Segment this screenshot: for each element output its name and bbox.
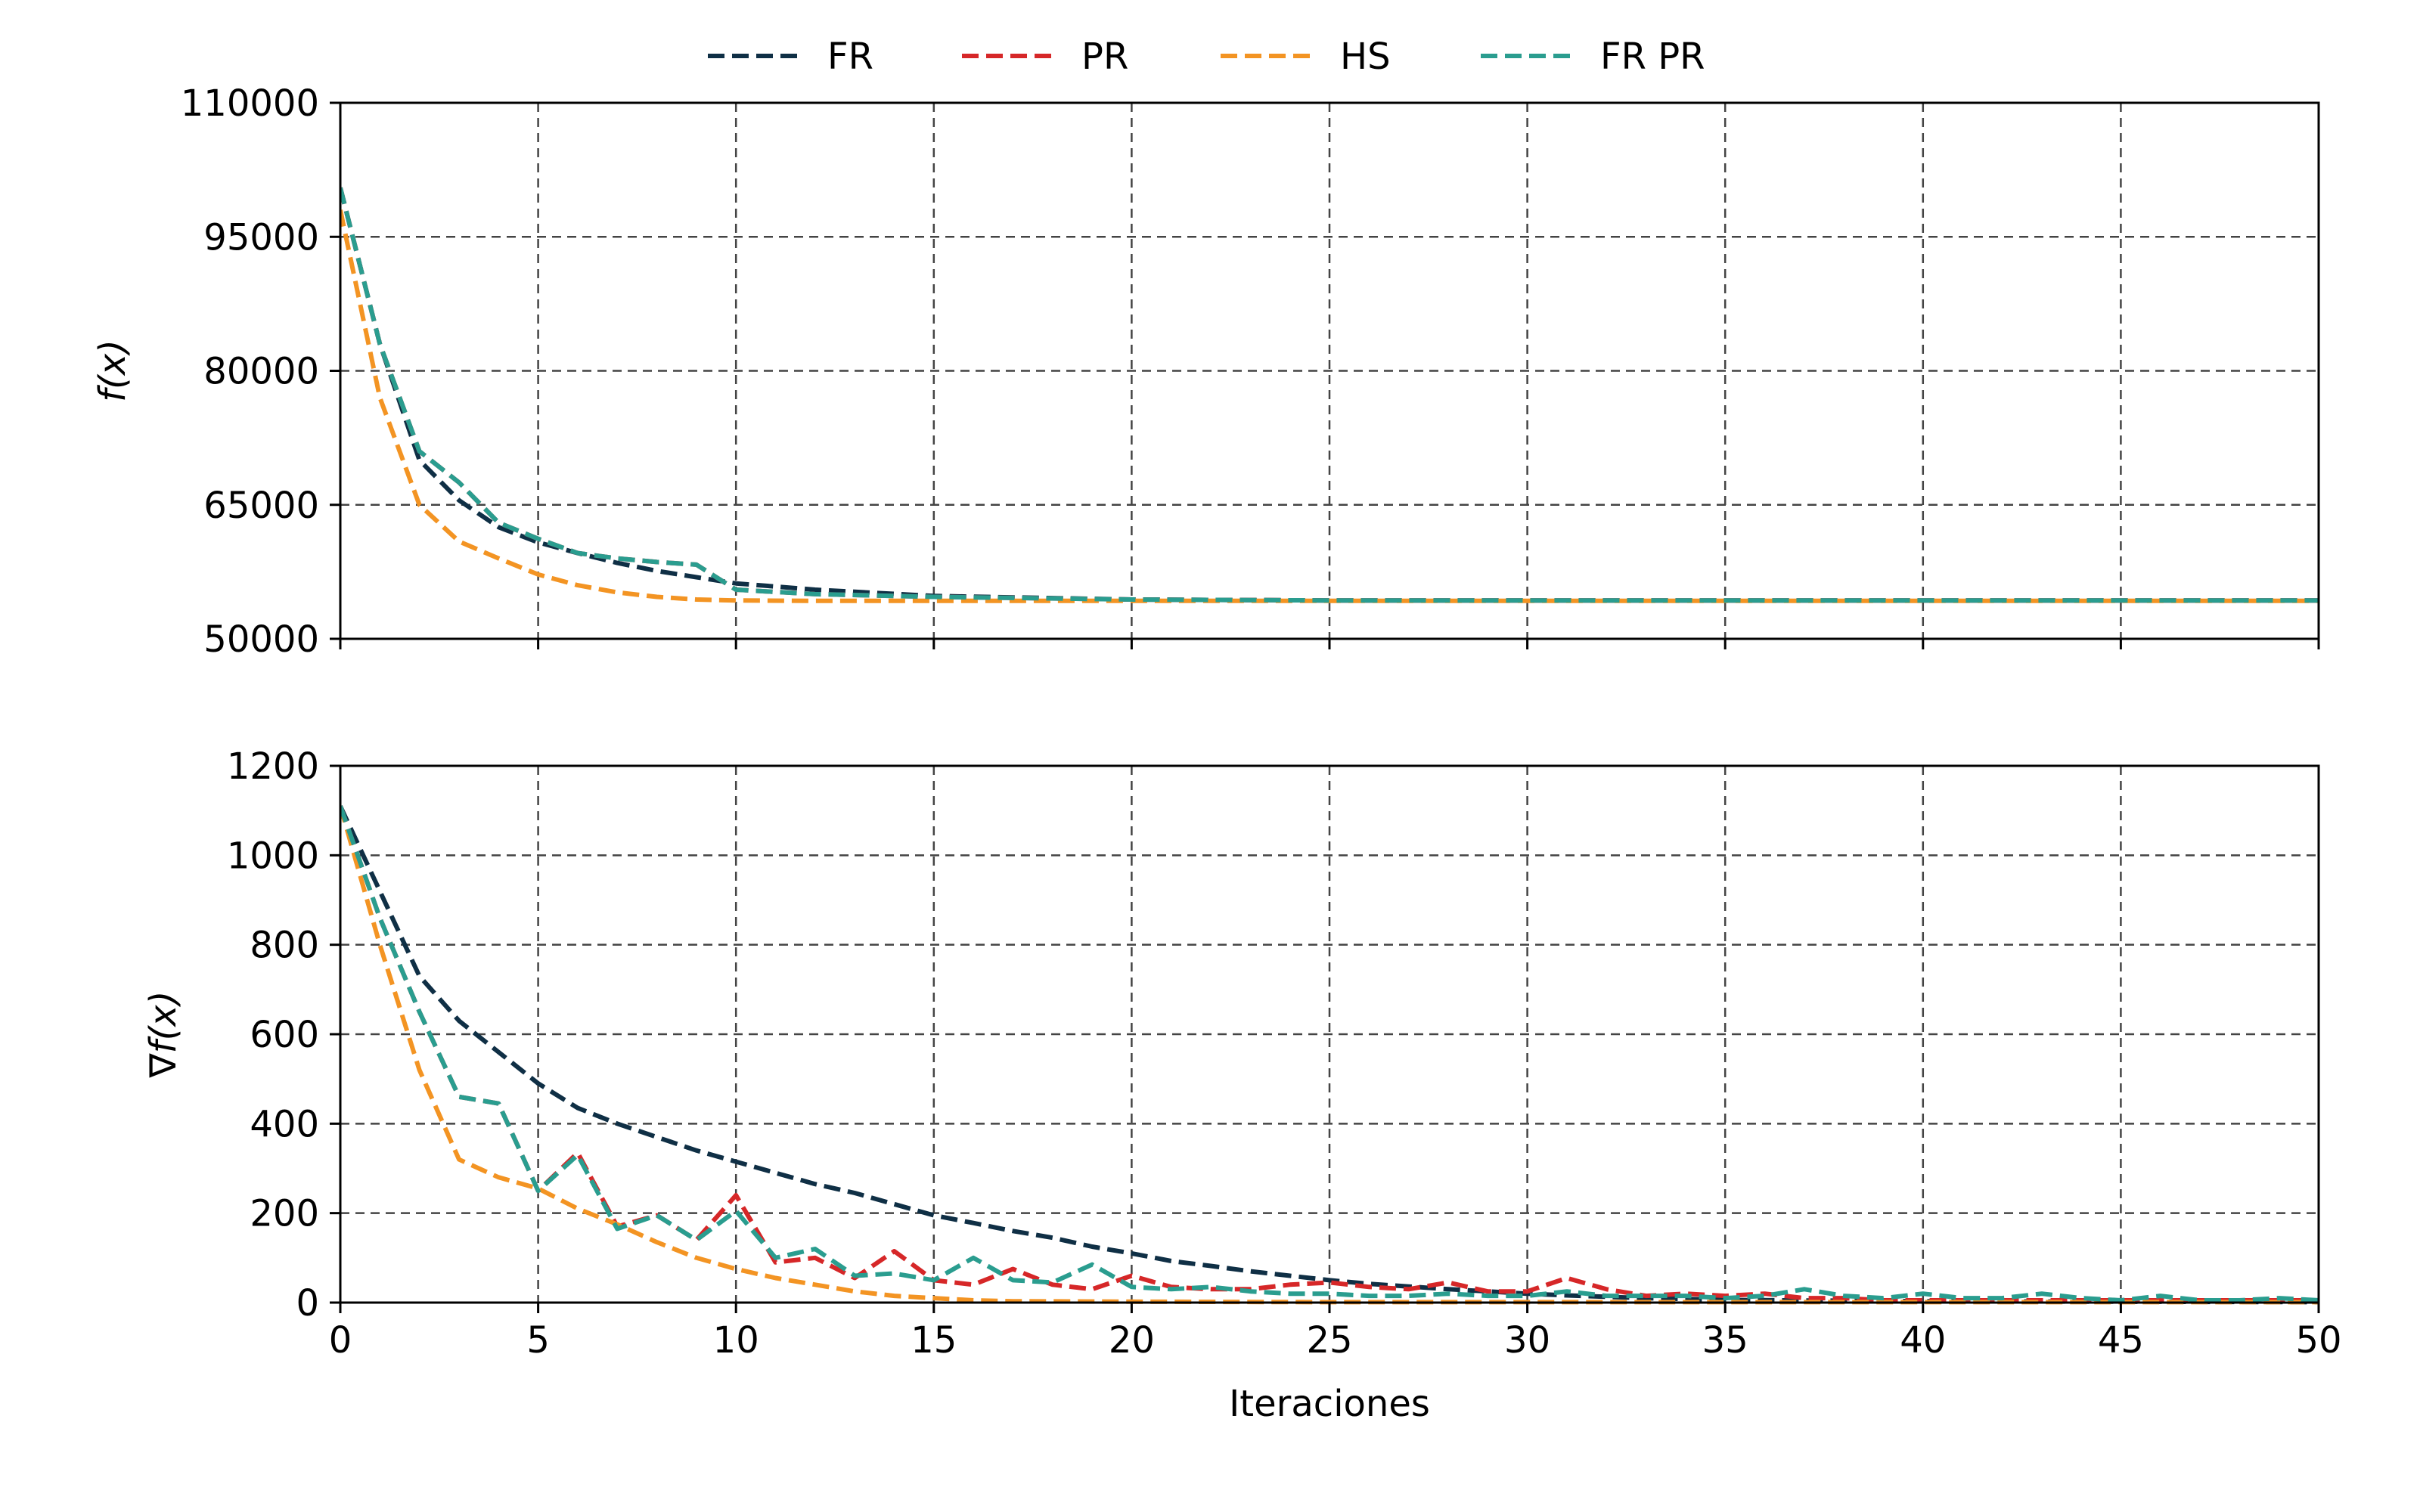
series-line-fr-pr xyxy=(340,805,2319,1303)
legend-label: PR xyxy=(1081,36,1128,78)
series-line-fr-pr xyxy=(340,187,2319,603)
x-tick-label: 35 xyxy=(1702,1319,1748,1362)
y-tick-label: 0 xyxy=(296,1282,319,1325)
y-tick-label: 200 xyxy=(250,1193,319,1235)
y-tick-label: 1000 xyxy=(227,835,319,877)
legend: FR PR HS FR PR xyxy=(708,36,1705,78)
chart-grad-fx: 0 5 10 15 20 25 30 35 40 45 50 0 200 400 600 800 1000 120… xyxy=(142,745,2342,1425)
y-axis-label: ∇f(x) xyxy=(142,991,185,1079)
series-line-pr xyxy=(340,805,2319,1303)
series-line-hs xyxy=(340,805,2319,1305)
y-tick-label: 1200 xyxy=(227,745,319,788)
x-tick-label: 5 xyxy=(526,1319,550,1362)
y-tick-label: 600 xyxy=(250,1014,319,1056)
x-tick-label: 20 xyxy=(1109,1319,1155,1362)
y-axis-label: f(x) xyxy=(92,339,134,402)
y-tick-label: 800 xyxy=(250,925,319,967)
y-tick-label: 110000 xyxy=(181,82,319,125)
x-tick-label: 40 xyxy=(1900,1319,1946,1362)
x-tick-label: 45 xyxy=(2098,1319,2144,1362)
x-axis-label: Iteraciones xyxy=(1229,1383,1430,1425)
x-tick-label: 50 xyxy=(2295,1319,2341,1362)
y-tick-label: 400 xyxy=(250,1103,319,1145)
y-tick-label: 95000 xyxy=(203,216,319,259)
y-tick-label: 80000 xyxy=(203,351,319,393)
legend-label: FR xyxy=(827,36,873,78)
y-tick-label: 50000 xyxy=(203,618,319,661)
x-tick-label: 30 xyxy=(1504,1319,1550,1362)
x-tick-label: 25 xyxy=(1306,1319,1352,1362)
x-tick-label: 15 xyxy=(911,1319,957,1362)
x-tick-label: 0 xyxy=(329,1319,352,1362)
series-line-hs xyxy=(340,209,2319,603)
y-tick-label: 65000 xyxy=(203,485,319,527)
legend-label: FR PR xyxy=(1600,36,1705,78)
chart-fx: 50000 65000 80000 95000 110000 f(x) xyxy=(92,82,2320,661)
legend-label: HS xyxy=(1340,36,1391,78)
x-tick-label: 10 xyxy=(713,1319,759,1362)
